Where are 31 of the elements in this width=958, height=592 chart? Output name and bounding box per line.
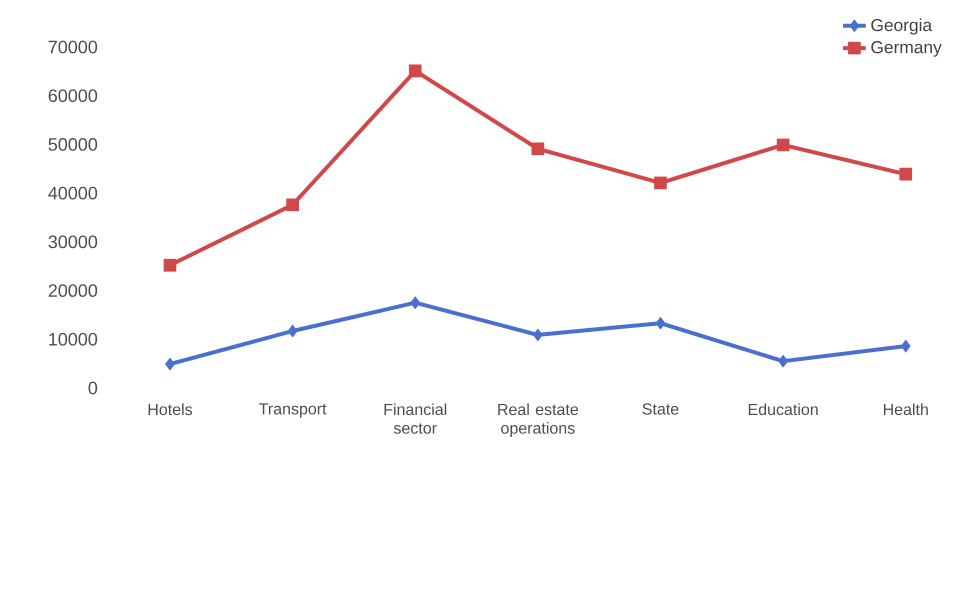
- point: [533, 328, 543, 342]
- legend-label: Germany: [871, 41, 942, 57]
- point: [776, 138, 790, 152]
- point: [288, 324, 298, 338]
- y-tick-label: 30000: [48, 235, 98, 248]
- y-tick-label: 50000: [48, 138, 98, 151]
- point: [654, 176, 667, 190]
- y-tick-label: 70000: [48, 40, 98, 54]
- x-tick-label: Transport: [259, 403, 326, 418]
- point: [408, 64, 422, 78]
- x-tick-label: State: [642, 403, 678, 415]
- x-tick-label: Real estate operations: [498, 403, 578, 437]
- point: [900, 340, 911, 352]
- point: [164, 258, 176, 272]
- point: [899, 168, 912, 180]
- x-tick-label: Health: [884, 403, 928, 416]
- point: [165, 358, 175, 370]
- point: [656, 316, 666, 330]
- y-tick-label: 20000: [48, 284, 98, 297]
- legend-label: Georgia: [871, 18, 932, 35]
- point: [410, 296, 420, 310]
- x-tick-label: Education: [748, 403, 818, 416]
- point: [532, 142, 544, 156]
- point: [778, 354, 788, 368]
- x-tick-label: Financial sector: [384, 403, 446, 434]
- y-tick-label: 0: [88, 382, 98, 394]
- y-tick-label: 60000: [48, 89, 98, 102]
- y-tick-label: 10000: [49, 332, 98, 346]
- x-tick-label: Hotels: [148, 403, 192, 416]
- point: [286, 198, 299, 212]
- y-tick-label: 40000: [48, 186, 98, 200]
